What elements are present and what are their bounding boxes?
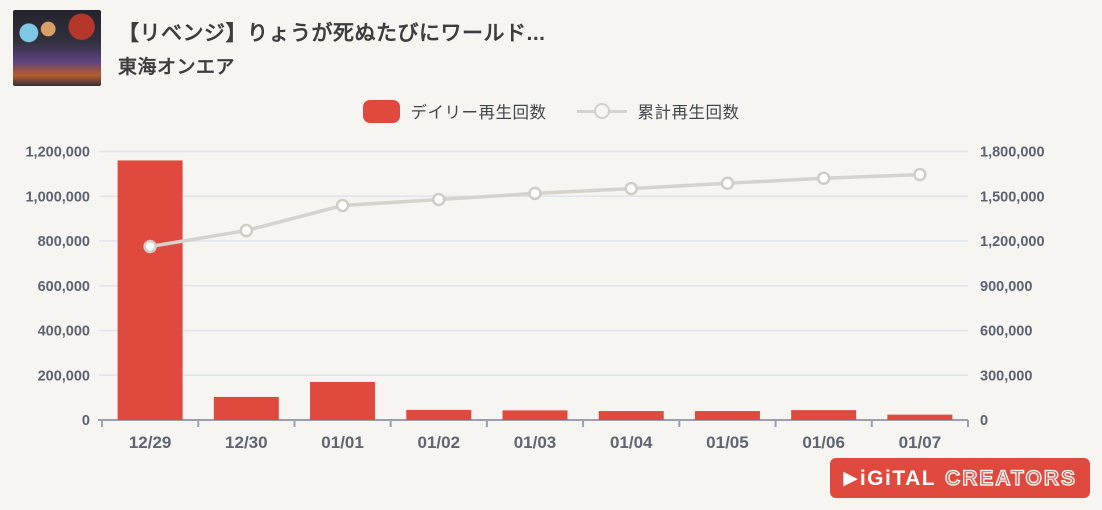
x-axis-label: 01/03 <box>514 433 557 452</box>
left-axis-tick-label: 800,000 <box>38 234 90 250</box>
cumulative-series-marker-icon <box>576 100 627 123</box>
right-axis-tick-label: 1,200,000 <box>980 234 1045 250</box>
chart-canvas: 1,200,000 1,000,000 800,000 600,000 400,000 2… <box>25 145 1045 453</box>
left-axis-tick-label: 400,000 <box>38 324 90 340</box>
logo-creators-text: CREATORS <box>944 466 1077 490</box>
cumulative-point-01/07[interactable] <box>913 167 927 182</box>
daily-series-swatch-icon <box>362 99 400 123</box>
daily-bar-01/04[interactable] <box>598 411 664 420</box>
right-axis-tick-label: 1,800,000 <box>980 145 1045 161</box>
cumulative-point-01/04[interactable] <box>624 181 638 196</box>
digital-creators-logo: ▶ iGiTAL CREATORS <box>830 458 1090 498</box>
daily-bar-12/29[interactable] <box>117 160 183 420</box>
cumulative-point-01/06[interactable] <box>816 171 831 185</box>
right-axis-tick-label: 0 <box>980 413 988 429</box>
x-axis-label: 01/04 <box>610 433 653 452</box>
x-axis-label: 01/01 <box>321 433 364 452</box>
x-axis-label: 01/07 <box>899 433 942 452</box>
left-axis-tick-label: 0 <box>82 413 90 429</box>
cumulative-point-01/02[interactable] <box>432 192 446 207</box>
left-axis-tick-label: 1,000,000 <box>25 189 90 205</box>
chart-legend: デイリー再生回数 累計再生回数 <box>0 99 1102 123</box>
x-axis-label: 01/06 <box>802 433 845 452</box>
x-axis-label: 12/29 <box>129 433 172 452</box>
legend-cumulative-label: 累計再生回数 <box>637 104 740 122</box>
x-axis-label: 01/05 <box>706 433 749 452</box>
left-axis-tick-label: 200,000 <box>38 368 90 384</box>
daily-bar-12/30[interactable] <box>213 396 279 420</box>
x-axis-label: 01/02 <box>418 433 461 452</box>
right-axis-tick-label: 900,000 <box>980 279 1032 295</box>
cumulative-point-01/01[interactable] <box>335 198 350 213</box>
cumulative-point-12/30[interactable] <box>239 223 254 238</box>
daily-bar-01/07[interactable] <box>887 414 953 420</box>
right-axis-tick-label: 300,000 <box>980 368 1032 384</box>
video-title: 【リベンジ】りょうが死ぬたびにワールド... <box>118 22 546 45</box>
video-thumbnail[interactable] <box>13 10 101 86</box>
cumulative-point-12/29[interactable] <box>143 239 157 254</box>
daily-bar-01/03[interactable] <box>502 410 568 420</box>
left-axis-tick-label: 1,200,000 <box>25 145 90 161</box>
right-axis-tick-label: 1,500,000 <box>980 189 1045 205</box>
legend-daily-label: デイリー再生回数 <box>410 104 547 122</box>
daily-bar-01/05[interactable] <box>694 411 760 420</box>
logo-digital-text: iGiTAL <box>859 466 937 490</box>
channel-name: 東海オンエア <box>118 57 236 78</box>
cumulative-line <box>149 172 920 249</box>
x-axis-label: 12/30 <box>225 433 268 452</box>
cumulative-point-01/05[interactable] <box>720 176 735 191</box>
legend-item-daily[interactable]: デイリー再生回数 <box>362 99 547 123</box>
right-axis-tick-label: 600,000 <box>980 324 1032 340</box>
cumulative-point-01/03[interactable] <box>528 186 542 201</box>
play-icon: ▶ <box>843 467 858 489</box>
daily-bar-01/01[interactable] <box>310 381 376 420</box>
legend-item-cumulative[interactable]: 累計再生回数 <box>576 99 740 123</box>
daily-bar-01/06[interactable] <box>791 410 857 420</box>
left-axis-tick-label: 600,000 <box>38 279 90 295</box>
daily-bar-01/02[interactable] <box>406 409 472 420</box>
